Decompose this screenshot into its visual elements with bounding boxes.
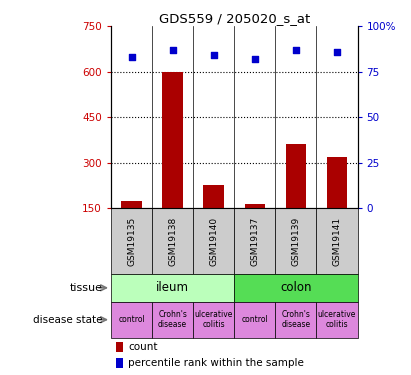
Bar <box>121 201 142 208</box>
FancyBboxPatch shape <box>193 208 234 274</box>
Text: GSM19139: GSM19139 <box>291 216 300 266</box>
Title: GDS559 / 205020_s_at: GDS559 / 205020_s_at <box>159 12 310 25</box>
Point <box>128 54 135 60</box>
Point <box>334 49 340 55</box>
Text: ileum: ileum <box>156 281 189 294</box>
Point <box>210 53 217 58</box>
FancyBboxPatch shape <box>111 208 152 274</box>
Text: GSM19137: GSM19137 <box>250 216 259 266</box>
FancyBboxPatch shape <box>316 302 358 338</box>
Text: Crohn's
disease: Crohn's disease <box>158 310 187 329</box>
Point <box>293 47 299 53</box>
Text: disease state: disease state <box>33 315 103 325</box>
Text: ulcerative
colitis: ulcerative colitis <box>194 310 233 329</box>
FancyBboxPatch shape <box>234 208 275 274</box>
Text: Crohn's
disease: Crohn's disease <box>282 310 310 329</box>
Bar <box>162 72 183 208</box>
Text: ulcerative
colitis: ulcerative colitis <box>318 310 356 329</box>
Bar <box>116 342 123 352</box>
FancyBboxPatch shape <box>234 302 275 338</box>
Bar <box>116 358 123 368</box>
FancyBboxPatch shape <box>111 302 152 338</box>
FancyBboxPatch shape <box>275 302 316 338</box>
FancyBboxPatch shape <box>111 274 234 302</box>
Text: control: control <box>118 315 145 324</box>
Bar <box>245 204 265 208</box>
Bar <box>286 144 306 208</box>
Point <box>169 47 176 53</box>
Bar <box>203 185 224 208</box>
Point <box>252 56 258 62</box>
Text: percentile rank within the sample: percentile rank within the sample <box>128 358 304 368</box>
FancyBboxPatch shape <box>234 274 358 302</box>
Text: GSM19138: GSM19138 <box>168 216 177 266</box>
Text: count: count <box>128 342 158 352</box>
FancyBboxPatch shape <box>316 208 358 274</box>
Text: tissue: tissue <box>70 283 103 293</box>
Text: GSM19135: GSM19135 <box>127 216 136 266</box>
FancyBboxPatch shape <box>193 302 234 338</box>
FancyBboxPatch shape <box>152 302 193 338</box>
Bar <box>327 157 347 208</box>
FancyBboxPatch shape <box>275 208 316 274</box>
Text: control: control <box>241 315 268 324</box>
FancyBboxPatch shape <box>152 208 193 274</box>
Text: colon: colon <box>280 281 312 294</box>
Text: GSM19141: GSM19141 <box>332 216 342 266</box>
Text: GSM19140: GSM19140 <box>209 216 218 266</box>
